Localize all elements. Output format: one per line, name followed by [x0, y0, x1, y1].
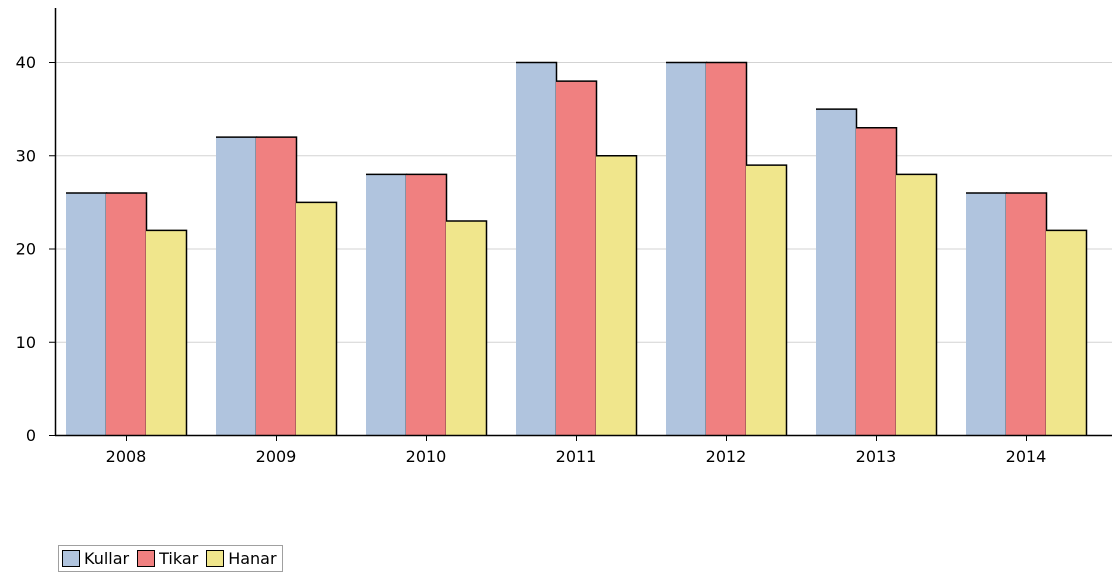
y-tick-label-20: 20	[16, 240, 36, 259]
x-tick-label-2010: 2010	[406, 447, 447, 466]
bar-hanar-2010	[446, 220, 486, 435]
bar-edge-hanar-2010	[446, 220, 488, 435]
legend-label-tikar: Tikar	[159, 549, 199, 568]
bar-hanar-2008	[146, 229, 186, 435]
legend-label-hanar: Hanar	[228, 549, 277, 568]
bar-kullar-2009	[216, 136, 256, 435]
bar-tikar-2011	[556, 80, 596, 436]
bar-hanar-2009	[296, 201, 336, 435]
x-tick-label-2009: 2009	[256, 447, 297, 466]
bar-tikar-2008	[106, 192, 146, 435]
legend-swatch-kullar	[62, 550, 80, 567]
y-tick-label-30: 30	[16, 146, 36, 165]
bar-tikar-2012	[706, 62, 746, 435]
legend-label-kullar: Kullar	[84, 549, 130, 568]
bar-edge-hanar-2011	[596, 155, 638, 435]
y-tick-label-10: 10	[16, 333, 36, 352]
x-tick-label-2014: 2014	[1006, 447, 1047, 466]
bar-chart: 0 10 20 30 40 2008 2009 2010 2011 2012 2013 2014	[16, 8, 1112, 466]
bar-hanar-2013	[896, 173, 936, 435]
bar-kullar-2011	[516, 62, 556, 435]
bar-kullar-2008	[66, 192, 106, 435]
y-tick-label-0: 0	[26, 426, 36, 445]
bar-tikar-2010	[406, 173, 446, 435]
bar-kullar-2014	[966, 192, 1006, 435]
y-tick-label-40: 40	[16, 53, 36, 72]
bar-tikar-2013	[856, 127, 896, 436]
legend-item-hanar: Hanar	[206, 549, 277, 568]
bar-kullar-2010	[366, 173, 406, 435]
bar-tikar-2014	[1006, 192, 1046, 435]
bar-edge-hanar-2012	[746, 164, 788, 435]
bar-tikar-2009	[256, 136, 296, 435]
bar-hanar-2012	[746, 164, 786, 435]
x-tick-label-2012: 2012	[706, 447, 747, 466]
x-tick-label-2008: 2008	[106, 447, 147, 466]
bar-edge-hanar-2014	[1046, 229, 1088, 435]
bar-kullar-2012	[666, 62, 706, 435]
bar-hanar-2011	[596, 155, 636, 435]
bar-edge-hanar-2008	[146, 229, 188, 435]
bar-edge-hanar-2009	[296, 201, 338, 435]
bar-kullar-2013	[816, 108, 856, 435]
legend-swatch-hanar	[206, 550, 225, 567]
x-tick-label-2013: 2013	[856, 447, 897, 466]
legend-item-tikar: Tikar	[137, 549, 198, 568]
bar-hanar-2014	[1046, 229, 1086, 435]
legend-swatch-tikar	[137, 550, 156, 567]
legend-item-kullar: Kullar	[62, 549, 129, 568]
bar-edge-hanar-2013	[896, 173, 938, 435]
chart-legend: Kullar Tikar Hanar	[58, 545, 283, 572]
x-tick-label-2011: 2011	[556, 447, 597, 466]
